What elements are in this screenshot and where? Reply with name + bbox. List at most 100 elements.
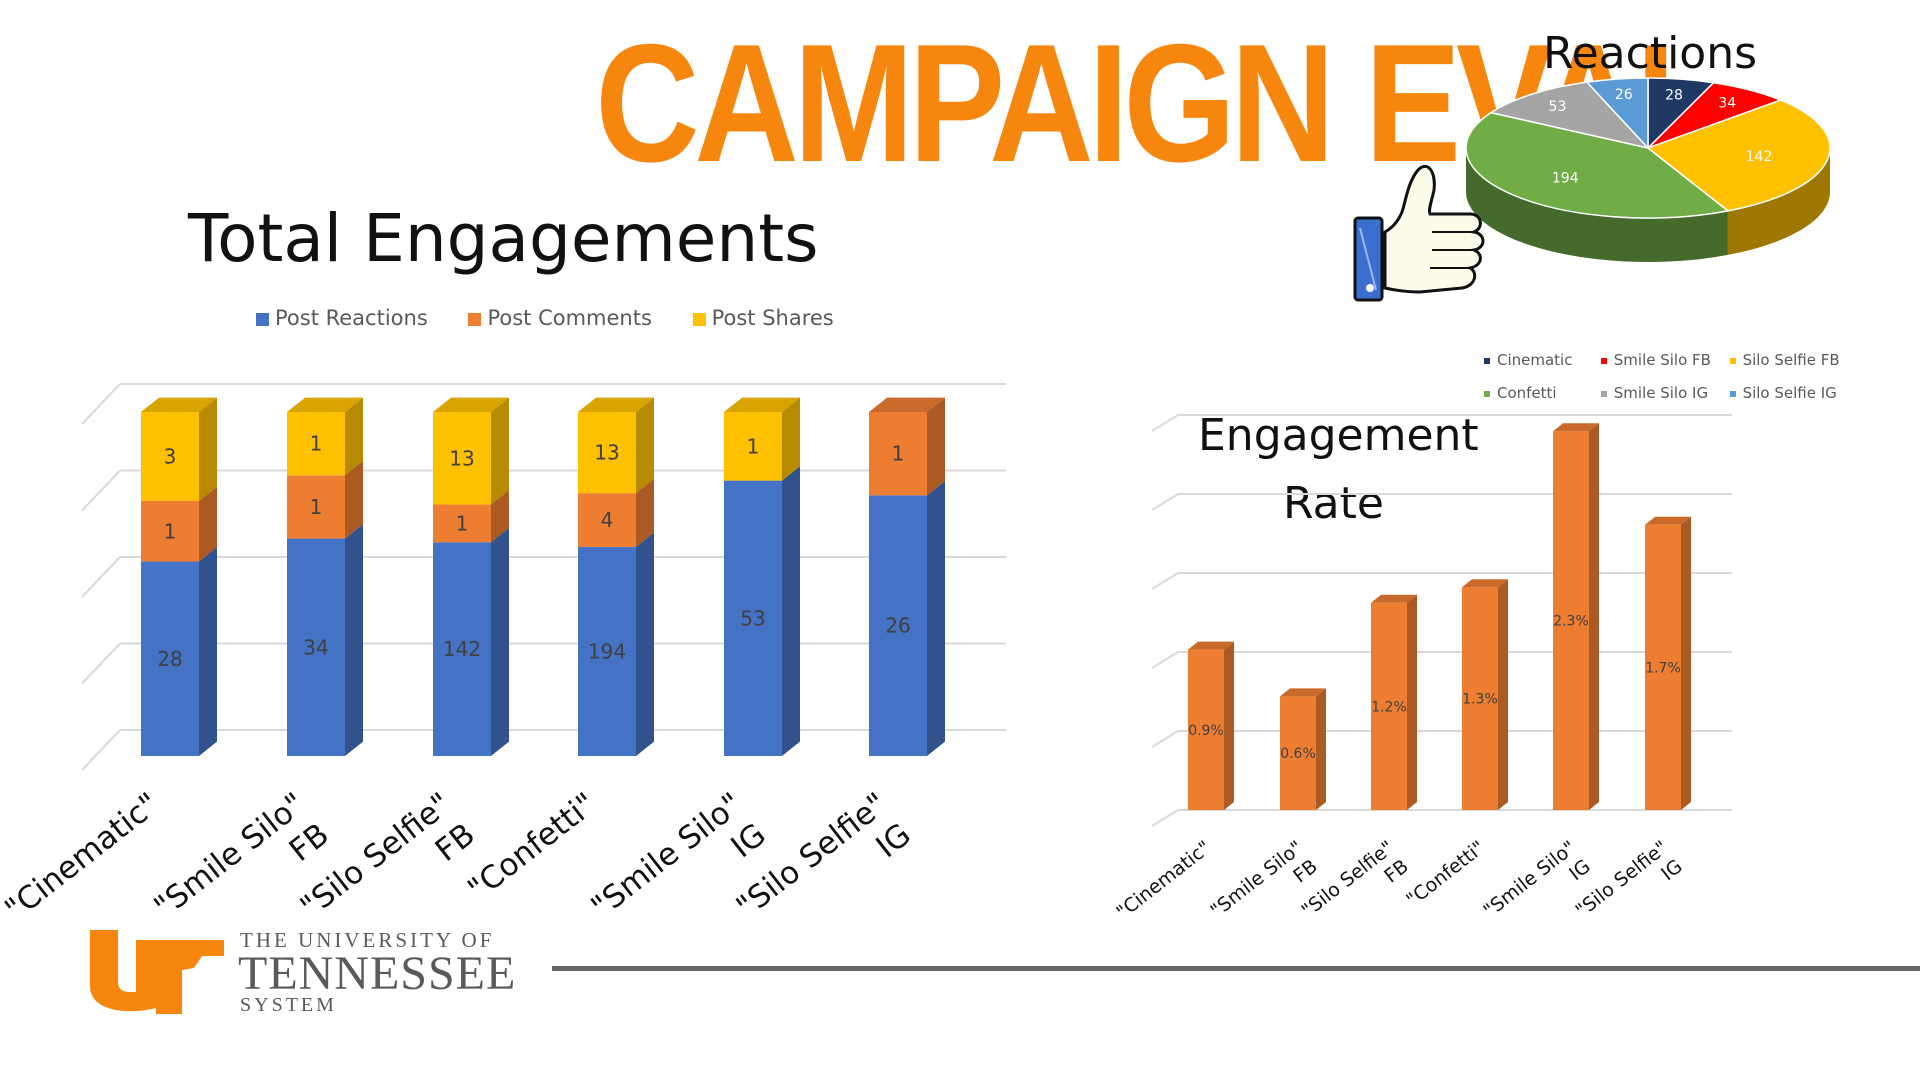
pie-slice <box>1489 81 1651 150</box>
bar-top <box>433 397 509 412</box>
bar-segment-side <box>782 466 800 756</box>
bar-segment <box>141 412 199 501</box>
data-label: 1 <box>310 495 323 519</box>
engagements-legend: Post Reactions Post Comments Post Shares <box>256 306 868 330</box>
bar-segment <box>287 412 345 476</box>
gridline-diag <box>1151 572 1179 590</box>
engagement-rate-title-line1: Engagement <box>1198 410 1479 461</box>
legend-swatch-shares <box>692 312 706 326</box>
gridline-diag <box>81 642 121 685</box>
pie-legend-swatch <box>1484 357 1490 364</box>
pie-data-label: 34 <box>1718 96 1736 112</box>
x-tick-label: "Smile Silo"IG <box>585 786 773 956</box>
data-label: 1 <box>892 442 905 466</box>
rate-bar-side <box>1498 579 1508 810</box>
university-line3: SYSTEM <box>240 994 337 1016</box>
gridline-diag <box>81 729 121 771</box>
data-label: 142 <box>443 637 481 661</box>
gridline-diag <box>1151 651 1179 669</box>
bar-top <box>869 397 945 412</box>
rate-bar-top <box>1553 423 1599 432</box>
bar-segment <box>433 504 491 543</box>
university-line1: THE UNIVERSITY OF <box>240 928 495 952</box>
pie-legend-swatch <box>1600 390 1607 397</box>
gridline-diag <box>81 469 121 512</box>
bar-segment-side <box>782 397 800 481</box>
rate-data-label: 1.3% <box>1462 692 1498 708</box>
pie-legend-label: Silo Selfie FB <box>1742 351 1840 369</box>
bar-segment <box>433 412 491 505</box>
rate-bar-top <box>1188 641 1234 650</box>
data-label: 28 <box>157 647 182 671</box>
rate-gridlines <box>1151 414 1732 827</box>
bar-segment <box>141 561 199 756</box>
bar-segment <box>578 412 636 494</box>
rate-data-label: 1.2% <box>1371 699 1407 715</box>
rate-x-tick-label: "Smile Silo"FB <box>1206 837 1321 941</box>
bar-top <box>287 397 363 412</box>
rate-x-tick-label: "Silo Selfie"FB <box>1297 837 1412 941</box>
bar-segment-side <box>491 490 509 543</box>
rate-bar <box>1280 696 1316 810</box>
data-label: 194 <box>588 639 626 663</box>
pie-data-label: 53 <box>1549 99 1567 115</box>
data-label: 13 <box>449 446 474 470</box>
pie-slice-side <box>1727 148 1830 255</box>
pie-data-label: 26 <box>1615 87 1633 103</box>
pie-legend-label: Cinematic <box>1497 351 1573 369</box>
rate-bar-top <box>1462 579 1508 588</box>
bar-top <box>724 397 800 412</box>
data-label: 3 <box>164 444 177 468</box>
data-label: 13 <box>594 441 619 465</box>
rate-bar-side <box>1681 516 1691 810</box>
bar-segment <box>433 542 491 756</box>
bar-segment <box>287 538 345 756</box>
data-label: 1 <box>456 511 469 535</box>
pie-legend-smile-silo-fb: Smile Silo FB <box>1600 344 1725 377</box>
gridline-diag <box>81 383 121 425</box>
rate-bar-side <box>1589 423 1599 810</box>
bar-segment <box>578 546 636 756</box>
rate-x-tick-label: "Silo Selfie"IG <box>1571 837 1686 941</box>
pie-slice <box>1465 111 1730 219</box>
rate-bar <box>1462 587 1498 810</box>
x-tick-label: "Silo Selfie"IG <box>730 786 918 956</box>
pie-legend-cinematic: Cinematic <box>1484 344 1596 377</box>
bar-segment-side <box>636 397 654 494</box>
bar-segment-side <box>345 524 363 756</box>
pie-legend-smile-silo-ig: Smile Silo IG <box>1600 377 1725 410</box>
bar-segment-side <box>491 397 509 505</box>
data-label: 1 <box>747 434 760 458</box>
bar-segment <box>287 475 345 539</box>
pie-legend-confetti: Confetti <box>1484 377 1596 410</box>
pie-legend-label: Confetti <box>1497 384 1557 402</box>
pie-slice <box>1585 77 1649 150</box>
bar-top <box>141 397 217 412</box>
legend-label-reactions: Post Reactions <box>275 306 428 330</box>
pie-data-label: 28 <box>1665 87 1683 103</box>
legend-swatch-comments <box>468 312 482 326</box>
legend-label-shares: Post Shares <box>711 306 834 330</box>
rate-x-tick-label: "Confetti" <box>1402 837 1489 912</box>
rate-data-label: 2.3% <box>1553 614 1589 630</box>
rate-bar-top <box>1645 516 1691 525</box>
bar-segment-side <box>345 460 363 539</box>
x-tick-label: "Confetti" <box>461 786 603 908</box>
reactions-legend: Cinematic Smile Silo FB Silo Selfie FB C… <box>1484 344 1840 410</box>
gridline-diag <box>1151 414 1179 432</box>
ut-logo <box>90 930 224 1014</box>
total-engagements-title: Total Engagements <box>188 200 819 277</box>
data-label: 26 <box>885 614 910 638</box>
bar-segment-side <box>636 478 654 547</box>
rate-bar <box>1645 524 1681 810</box>
pie-legend-label: Smile Silo FB <box>1613 351 1711 369</box>
bar-segment-side <box>927 397 945 496</box>
data-label: 4 <box>601 508 614 532</box>
pie-data-label: 142 <box>1746 149 1773 165</box>
engagement-rate-title-line2: Rate <box>1283 478 1384 529</box>
footer-divider <box>552 966 1920 971</box>
pie-slice-side <box>1466 148 1728 262</box>
rate-bar <box>1188 649 1224 810</box>
rate-bar-top <box>1371 594 1417 603</box>
legend-item-comments: Post Comments <box>468 306 652 330</box>
